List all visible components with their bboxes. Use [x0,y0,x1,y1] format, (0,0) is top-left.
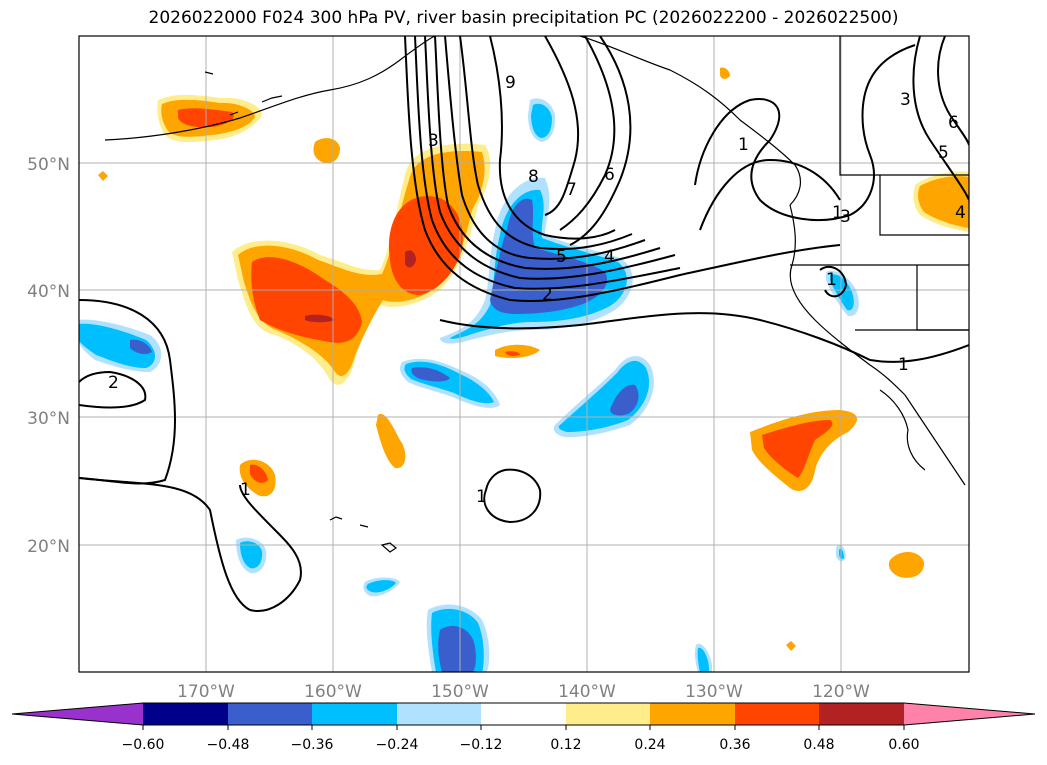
lon-label: 130°W [685,682,743,702]
colorbar-bin [312,703,397,725]
longitude-labels: 170°W 160°W 150°W 140°W 130°W 120°W [177,682,870,702]
contour-label: 1 [738,135,749,155]
colorbar-over-extension [904,703,1035,725]
contour-label: 9 [505,73,516,93]
lon-label: 150°W [431,682,489,702]
contour-label: 7 [566,180,577,200]
colorbar-tick-label: 0.60 [888,737,919,753]
colorbar-bin [819,703,904,725]
colorbar-tick-label: −0.36 [291,737,334,753]
lat-label: 20°N [27,537,70,557]
lon-label: 120°W [812,682,870,702]
latitude-labels: 50°N 40°N 30°N 20°N [27,155,70,557]
colorbar-under-extension [12,703,143,725]
colorbar-tick-label: 0.48 [803,737,834,753]
colorbar-bin [228,703,312,725]
colorbar-tick-label: 0.24 [634,737,665,753]
colorbar-tick-label: −0.48 [207,737,250,753]
contour-label: 1 [898,355,909,375]
pv-contours [79,36,969,612]
lat-label: 50°N [27,155,70,175]
colorbar-tick-label: −0.24 [376,737,419,753]
colorbar-tick-label: 0.36 [719,737,750,753]
colorbar-tick-label: −0.60 [122,737,165,753]
lon-label: 170°W [177,682,235,702]
contour-label: 5 [938,143,949,163]
contour-label: 8 [528,167,539,187]
colorbar-bin [650,703,735,725]
contour-label: 4 [955,203,966,223]
contour-label: 1 [832,203,843,223]
colorbar-bin [143,703,228,725]
lon-label: 160°W [304,682,362,702]
contour-label: 6 [948,113,959,133]
lat-label: 30°N [27,409,70,429]
contour-label: 3 [900,90,911,110]
colorbar: −0.60 −0.48 −0.36 −0.24 −0.12 0.12 0.24 … [11,702,1036,753]
pv-contour-labels: 9 8 7 6 5 4 3 2 1 3 5 6 4 1 1 1 2 1 1 3 [108,73,966,507]
contour-label: 6 [604,165,615,185]
lon-label: 140°W [558,682,616,702]
contour-label: 4 [604,247,615,267]
contour-label: 1 [240,480,251,500]
chart-title: 2026022000 F024 300 hPa PV, river basin … [148,8,899,28]
contour-label: 3 [428,131,439,151]
contour-label: 1 [476,487,487,507]
contour-label: 2 [542,285,553,305]
contour-label: 5 [556,247,567,267]
map-frame [78,35,970,673]
colorbar-tick-label: −0.12 [460,737,503,753]
lat-label: 40°N [27,282,70,302]
contour-label: 2 [108,373,119,393]
colorbar-bin [481,703,566,725]
contour-label: 1 [826,270,837,290]
colorbar-tick-label: 0.12 [550,737,581,753]
precip-shading [79,67,969,672]
coastlines [104,36,969,553]
colorbar-bin [397,703,481,725]
contour-label: 3 [840,207,851,227]
graticule [79,36,969,672]
colorbar-bin [566,703,650,725]
colorbar-bin [735,703,819,725]
